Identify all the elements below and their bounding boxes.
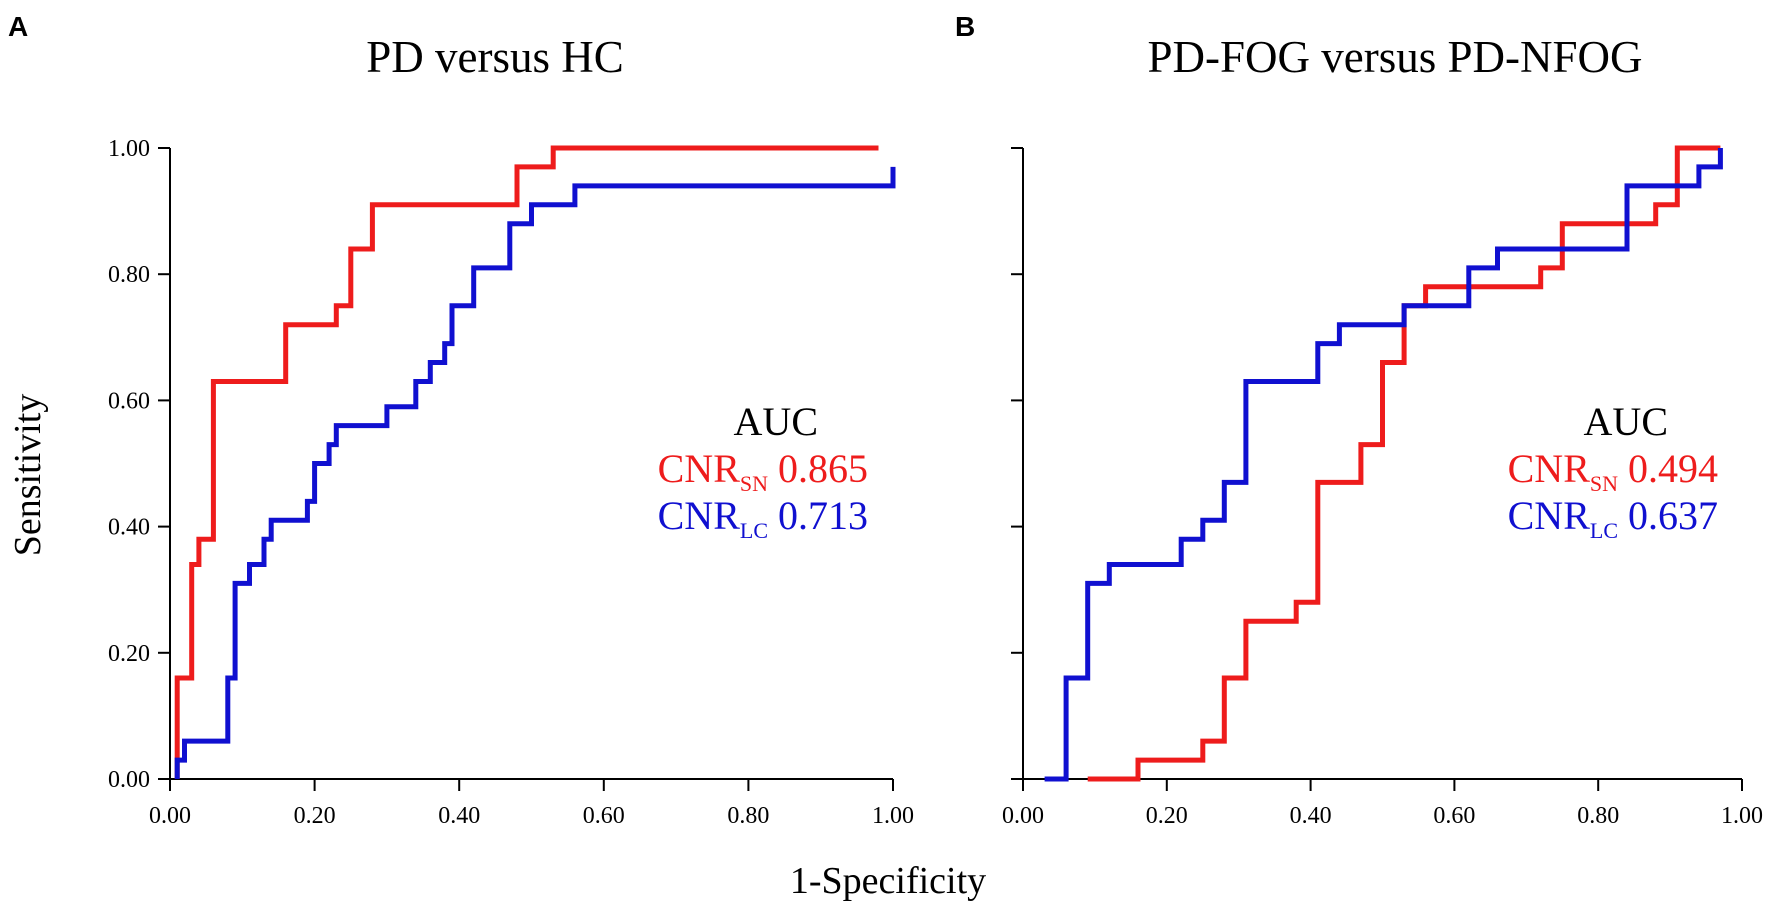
panel-b: B PD-FOG versus PD-NFOG 0.00 0.20 0.40 0.60…: [955, 11, 1763, 829]
panel-a-y-tick-label: 0.40: [108, 515, 150, 541]
panel-b-x-tick-label: 0.80: [1577, 803, 1619, 829]
panel-b-title: PD-FOG versus PD-NFOG: [1147, 32, 1642, 82]
panel-a-x-tick-label: 0.40: [438, 803, 480, 829]
panel-b-x-tick-label: 0.60: [1433, 803, 1475, 829]
panel-b-series: [1044, 145, 1723, 782]
panel-a-axes: 0.00 0.20 0.40 0.60 0.80 1.00 0.00 0.20 0.40 0.60…: [108, 136, 914, 829]
panel-a-y-tick-label: 0.00: [108, 767, 150, 793]
panel-a-legend-entry-lc: CNRLC 0.713: [658, 493, 868, 543]
panel-a-y-tick-label: 1.00: [108, 136, 150, 162]
panel-a-roc-line-cnr-sn: [174, 145, 879, 779]
panel-b-roc-line-cnr-lc: [1044, 148, 1723, 782]
x-axis-label: 1-Specificity: [790, 860, 986, 902]
panel-a-legend-heading: AUC: [734, 399, 818, 444]
panel-b-legend-entry-lc: CNRLC 0.637: [1508, 493, 1718, 543]
y-axis-label: Sensitivity: [7, 394, 49, 557]
panel-a-x-tick-label: 1.00: [872, 803, 914, 829]
panel-b-letter: B: [955, 11, 975, 42]
panel-b-roc-line-cnr-sn: [1087, 145, 1721, 782]
panel-b-x-tick-label: 0.40: [1290, 803, 1332, 829]
panel-a-x-tick-label: 0.20: [294, 803, 336, 829]
panel-b-legend-entry-sn: CNRSN 0.494: [1508, 446, 1718, 496]
panel-a-x-tick-label: 0.60: [583, 803, 625, 829]
panel-a-title: PD versus HC: [366, 32, 624, 82]
panel-a-legend-entry-sn: CNRSN 0.865: [658, 446, 868, 496]
panel-b-x-tick-label: 0.20: [1146, 803, 1188, 829]
panel-b-axes: 0.00 0.20 0.40 0.60 0.80 1.00: [1002, 147, 1763, 829]
panel-a-series: [174, 145, 896, 779]
panel-a: A PD versus HC 0.00 0.20 0.40 0.60 0.80 1.000…: [8, 11, 914, 829]
panel-a-letter: A: [8, 11, 28, 42]
panel-a-roc-line-cnr-lc: [174, 166, 896, 779]
panel-b-legend-heading: AUC: [1584, 399, 1668, 444]
panel-a-y-tick-label: 0.80: [108, 262, 150, 288]
panel-b-x-tick-label: 1.00: [1721, 803, 1763, 829]
panel-a-x-tick-label: 0.00: [149, 803, 191, 829]
panel-a-y-tick-label: 0.60: [108, 388, 150, 414]
panel-b-x-tick-label: 0.00: [1002, 803, 1044, 829]
panel-a-y-tick-label: 0.20: [108, 641, 150, 667]
panel-a-x-tick-label: 0.80: [727, 803, 769, 829]
